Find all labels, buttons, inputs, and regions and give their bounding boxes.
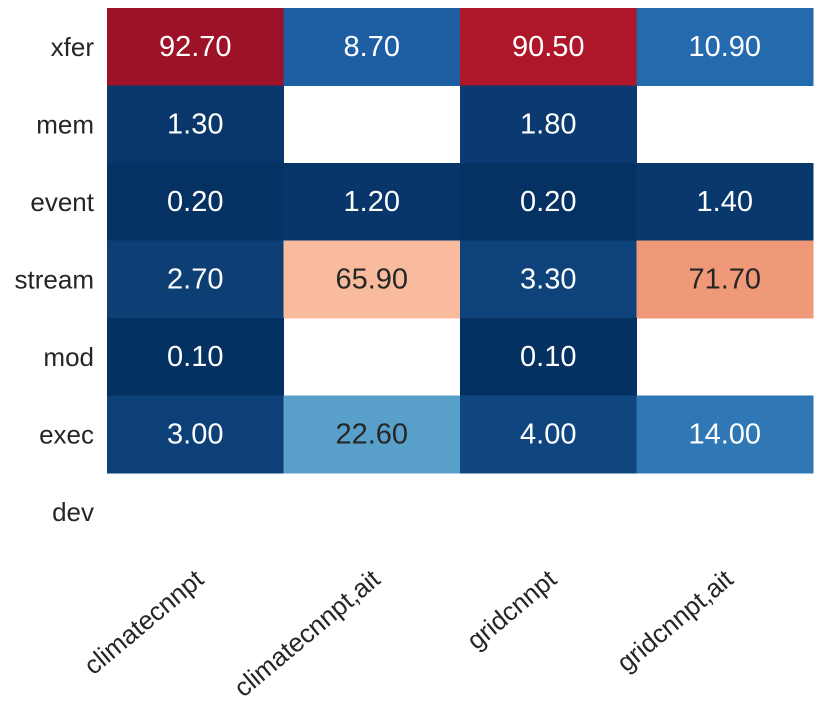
y-axis-tick-labels: xfer mem event stream mod exec dev [15,32,95,527]
x-tick-label: climatecnnpt [78,563,210,680]
x-axis-tick-labels: climatecnnpt climatecnnpt,ait gridcnnpt gri… [78,563,739,703]
heatmap-cell [460,395,637,474]
y-tick-label: dev [52,497,94,527]
heatmap-cell [636,240,814,319]
cell-value-label: 71.70 [688,263,761,295]
heatmap-cell [107,395,284,474]
cell-value-label: 1.30 [167,108,223,140]
y-tick-label: event [30,187,94,217]
cell-value-label: 4.00 [520,418,576,450]
cell-value-label: 92.70 [159,31,232,63]
x-tick-label: climatecnnpt,ait [228,563,386,703]
heatmap-cell [460,318,637,396]
y-tick-label: exec [39,419,94,449]
cell-value-label: 0.10 [167,341,223,373]
heatmap-cells [107,8,814,474]
cell-value-label: 90.50 [512,31,585,63]
cell-value-label: 2.70 [167,263,223,295]
cell-value-label: 1.80 [520,108,576,140]
heatmap-cell [283,8,461,86]
cell-value-label: 1.20 [344,186,400,218]
cell-value-label: 3.30 [520,263,576,295]
heatmap-cell [107,163,284,241]
heatmap-cell [107,85,284,164]
y-tick-label: xfer [51,32,95,62]
cell-value-label: 0.20 [167,186,223,218]
heatmap-cell-labels: 92.70 8.70 90.50 10.90 1.30 1.80 0.20 1.20 0.20 1… [159,31,761,451]
heatmap-cell [283,395,461,474]
heatmap-cell [460,85,637,164]
cell-value-label: 65.90 [335,263,408,295]
cell-value-label: 10.90 [688,31,761,63]
x-tick-label: gridcnnpt,ait [611,563,739,678]
heatmap-cell [460,8,637,86]
y-tick-label: mod [43,342,94,372]
x-tick-label: gridcnnpt [461,563,563,655]
y-tick-label: stream [15,264,94,294]
heatmap-cell [460,240,637,319]
heatmap-cell [107,8,284,86]
heatmap-cell [283,163,461,241]
heatmap-cell [460,163,637,241]
cell-value-label: 14.00 [688,418,761,450]
cell-value-label: 3.00 [167,418,223,450]
cell-value-label: 8.70 [344,31,400,63]
cell-value-label: 22.60 [335,418,408,450]
heatmap-cell [636,163,814,241]
y-tick-label: mem [36,109,94,139]
heatmap-cell [636,8,814,86]
heatmap-cell [283,240,461,319]
cell-value-label: 1.40 [697,186,753,218]
heatmap-cell [107,318,284,396]
cell-value-label: 0.20 [520,186,576,218]
cell-value-label: 0.10 [520,341,576,373]
heatmap-cell [107,240,284,319]
heatmap-cell [636,395,814,474]
